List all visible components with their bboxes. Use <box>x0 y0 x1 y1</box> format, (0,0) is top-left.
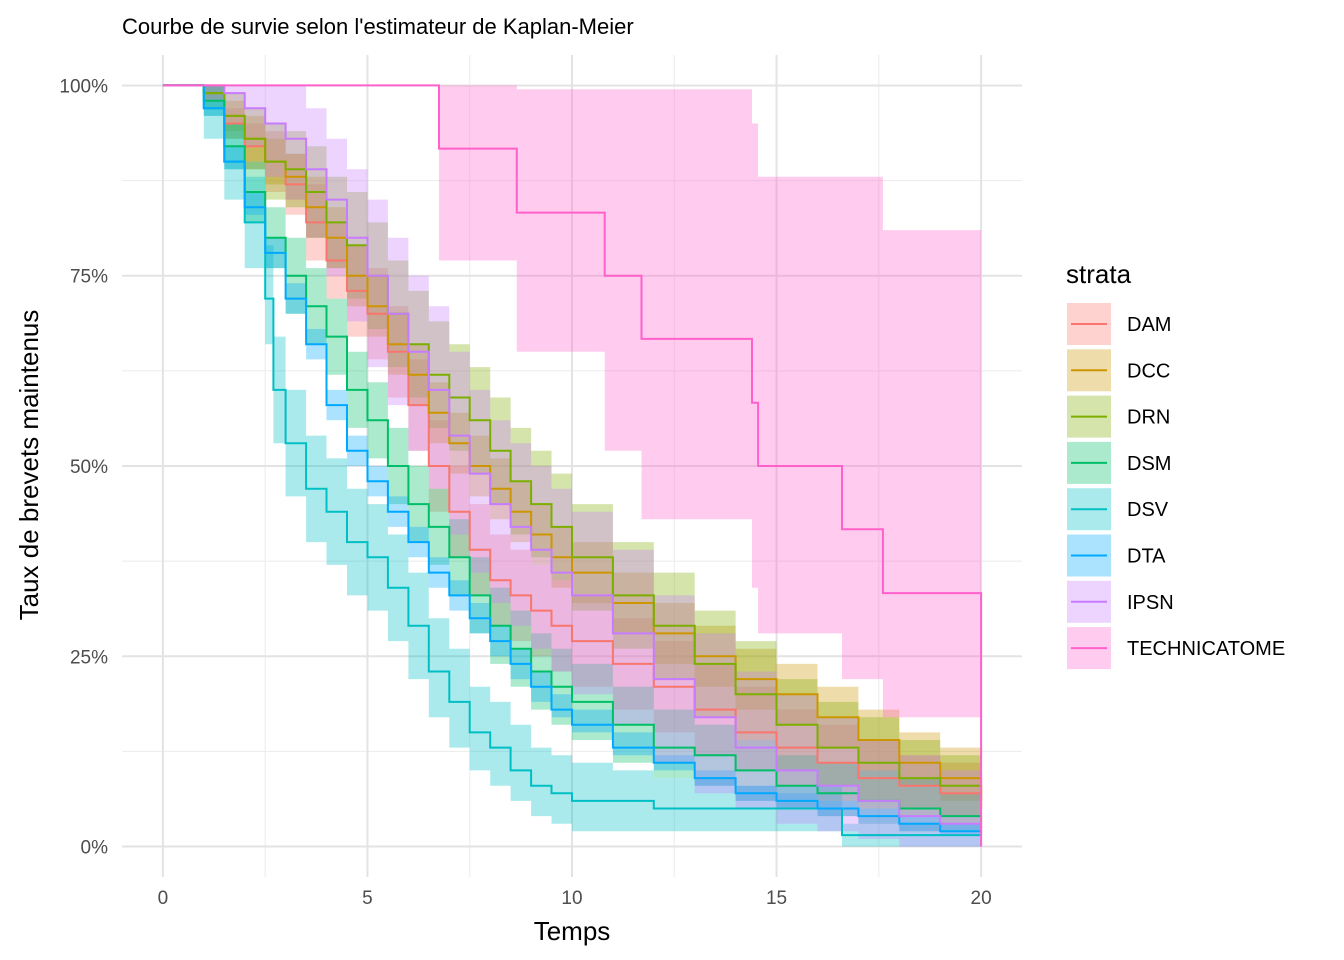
x-tick-label: 10 <box>561 888 582 909</box>
legend-label: DAM <box>1127 314 1171 336</box>
y-tick-label: 50% <box>70 457 108 478</box>
legend-label: DRN <box>1127 407 1170 429</box>
confidence-band-dsv <box>162 85 982 847</box>
y-axis-title: Taux de brevets maintenus <box>14 310 44 621</box>
legend: DAM DCC DRN DSM DSV DTA IPSN TECHNICATOME <box>1067 303 1285 670</box>
legend-label: DSV <box>1127 499 1169 521</box>
x-tick-label: 15 <box>766 888 787 909</box>
legend-item-dta: DTA <box>1067 534 1166 577</box>
survival-lines <box>162 84 983 847</box>
legend-item-drn: DRN <box>1067 395 1170 438</box>
legend-label: DCC <box>1127 360 1170 382</box>
legend-label: DTA <box>1127 546 1166 568</box>
legend-label: TECHNICATOME <box>1127 638 1285 660</box>
y-tick-label: 25% <box>70 647 108 668</box>
survival-line-dcc <box>162 84 983 794</box>
chart-title: Courbe de survie selon l'estimateur de K… <box>122 14 634 39</box>
legend-item-technicatome: TECHNICATOME <box>1067 627 1285 670</box>
x-tick-label: 20 <box>971 888 992 909</box>
survival-line-drn <box>162 84 983 801</box>
x-tick-label: 5 <box>362 888 373 909</box>
x-tick-label: 0 <box>158 888 169 909</box>
legend-item-dcc: DCC <box>1067 349 1170 392</box>
survival-line-dsv <box>162 84 982 837</box>
x-axis-title: Temps <box>534 916 611 946</box>
survival-line-technicatome <box>162 84 983 847</box>
x-axis-ticks: 0 5 10 15 20 <box>158 888 992 909</box>
legend-title: strata <box>1066 259 1132 289</box>
legend-item-dam: DAM <box>1067 303 1171 345</box>
legend-label: DSM <box>1127 453 1171 475</box>
y-tick-label: 100% <box>59 76 108 97</box>
confidence-band-technicatome <box>162 85 982 733</box>
y-tick-label: 75% <box>70 267 108 288</box>
legend-item-ipsn: IPSN <box>1067 580 1174 623</box>
legend-label: IPSN <box>1127 592 1174 614</box>
survival-line-dta <box>162 84 983 836</box>
y-tick-label: 0% <box>81 838 109 859</box>
survival-line-ipsn <box>162 84 983 832</box>
legend-item-dsv: DSV <box>1067 488 1169 531</box>
y-axis-ticks: 0% 25% 50% 75% 100% <box>59 76 108 858</box>
legend-item-dsm: DSM <box>1067 441 1171 484</box>
